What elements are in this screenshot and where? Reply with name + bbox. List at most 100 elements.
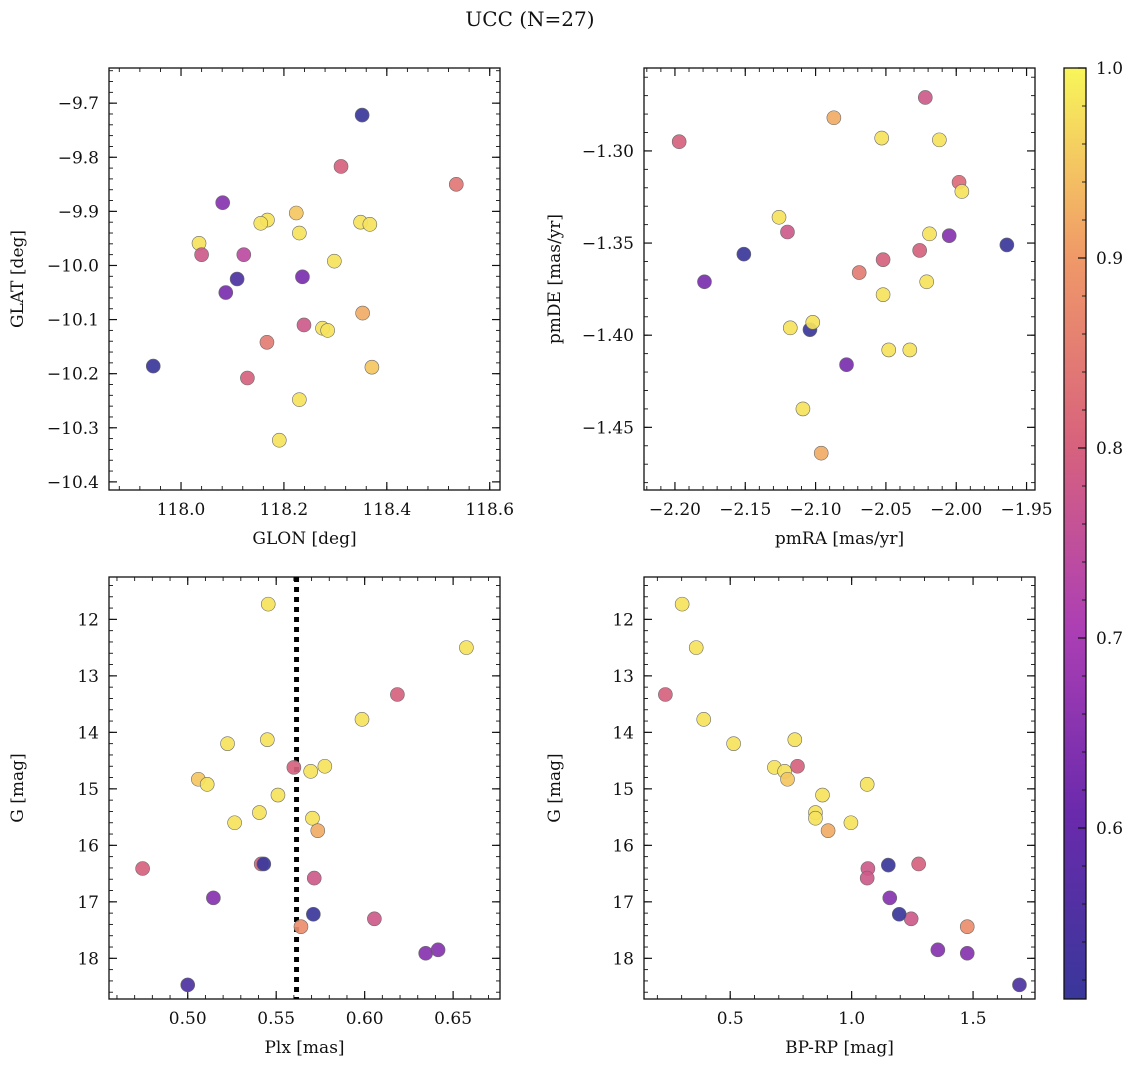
- data-point: [959, 945, 975, 961]
- data-point: [917, 90, 933, 105]
- data-point: [206, 890, 221, 906]
- plot-frame: [108, 576, 501, 1000]
- y-tick-label: 17: [612, 893, 634, 913]
- points: [135, 596, 474, 993]
- data-point: [305, 810, 320, 826]
- data-point: [218, 285, 234, 300]
- x-tick-label: −2.20: [649, 500, 701, 520]
- data-point: [697, 274, 712, 290]
- y-tick-label: −9.8: [58, 148, 99, 168]
- panel-2: −2.20 −2.15 −2.10 −2.05 −2.00 −1.95 −1.45 −1.40…: [545, 67, 1053, 549]
- data-point: [306, 870, 322, 886]
- data-point: [658, 687, 673, 702]
- colorbar-tick-label: 0.6: [1096, 819, 1123, 839]
- data-point: [911, 856, 926, 872]
- data-point: [912, 243, 927, 258]
- x-tick-label: 118.0: [157, 500, 206, 520]
- x-tick-label: 0.50: [169, 1009, 207, 1029]
- data-point: [306, 906, 321, 922]
- colorbar-tick-label: 0.9: [1096, 249, 1123, 269]
- chart-title: UCC (N=27): [465, 7, 594, 31]
- data-point: [256, 856, 272, 872]
- y-axis-label: GLAT [deg]: [8, 230, 28, 328]
- data-point: [954, 184, 970, 199]
- colorbar-tick-label: 0.7: [1096, 629, 1123, 649]
- data-point: [805, 315, 821, 330]
- data-point: [199, 777, 215, 792]
- data-point: [295, 269, 310, 285]
- x-axis-label: pmRA [mas/yr]: [775, 529, 904, 549]
- x-tick-label: 0.60: [346, 1009, 384, 1029]
- y-tick-label: −1.40: [582, 326, 634, 346]
- y-axis-label: G [mag]: [8, 753, 28, 822]
- data-point: [292, 392, 307, 407]
- x-axis-label: Plx [mas]: [264, 1038, 344, 1058]
- data-point: [771, 209, 787, 225]
- data-point: [839, 357, 854, 372]
- data-point: [780, 771, 795, 787]
- data-point: [355, 305, 370, 321]
- data-point: [252, 805, 267, 820]
- data-point: [292, 225, 307, 241]
- data-point: [286, 760, 302, 775]
- data-point: [674, 596, 690, 612]
- panel-3: 0.50 0.55 0.60 0.65 12 13 14 15 16 17 18 Plx [mas] G…: [8, 576, 501, 1058]
- data-point: [317, 758, 333, 774]
- y-tick-label: −1.35: [582, 234, 634, 254]
- data-point: [930, 942, 946, 958]
- x-tick-label: 118.2: [260, 500, 309, 520]
- x-tick-label: −2.15: [719, 500, 771, 520]
- data-point: [726, 736, 741, 751]
- data-point: [215, 195, 230, 211]
- data-point: [959, 919, 975, 934]
- y-tick-label: 17: [77, 893, 99, 913]
- x-tick-label: 118.4: [362, 500, 411, 520]
- plot-frame: [643, 576, 1036, 1000]
- y-tick-label: 15: [612, 780, 634, 800]
- data-point: [260, 732, 275, 747]
- y-tick-label: −10.1: [47, 311, 99, 331]
- data-point: [922, 226, 937, 242]
- data-point: [808, 810, 823, 826]
- points: [671, 90, 1015, 461]
- y-tick-label: 18: [612, 949, 634, 969]
- x-axis-label: GLON [deg]: [252, 529, 356, 549]
- y-tick-label: −10.0: [47, 256, 99, 276]
- data-point: [881, 342, 897, 358]
- y-tick-label: −10.2: [47, 365, 99, 385]
- data-point: [919, 274, 935, 290]
- data-point: [902, 342, 918, 358]
- data-point: [671, 134, 687, 150]
- y-tick-label: 18: [77, 949, 99, 969]
- data-point: [787, 732, 803, 747]
- data-point: [874, 130, 889, 146]
- data-point: [390, 687, 405, 702]
- data-point: [448, 177, 464, 192]
- data-point: [795, 401, 811, 417]
- data-point: [826, 110, 842, 126]
- data-point: [941, 228, 957, 243]
- x-tick-label: 118.6: [465, 500, 514, 520]
- data-point: [354, 712, 370, 727]
- panels: 118.0 118.2 118.4 118.6 −10.4 −10.3 −10.2 −10.1…: [8, 67, 1053, 1058]
- data-point: [881, 857, 896, 873]
- data-point: [932, 132, 947, 148]
- y-tick-label: −10.4: [47, 473, 99, 493]
- data-point: [253, 215, 269, 231]
- data-point: [362, 217, 378, 232]
- data-point: [815, 787, 830, 803]
- data-point: [229, 271, 245, 287]
- data-point: [240, 370, 255, 386]
- panel-1: 118.0 118.2 118.4 118.6 −10.4 −10.3 −10.2 −10.1…: [8, 67, 514, 549]
- data-point: [418, 945, 433, 961]
- data-point: [259, 334, 275, 350]
- data-point: [310, 823, 326, 838]
- y-tick-label: 14: [612, 723, 634, 743]
- data-point: [782, 320, 798, 336]
- colorbar-tick-label: 0.8: [1096, 439, 1123, 459]
- data-point: [296, 317, 312, 333]
- y-tick-label: 12: [77, 610, 99, 630]
- x-tick-label: 0.5: [717, 1009, 744, 1029]
- data-point: [736, 246, 752, 262]
